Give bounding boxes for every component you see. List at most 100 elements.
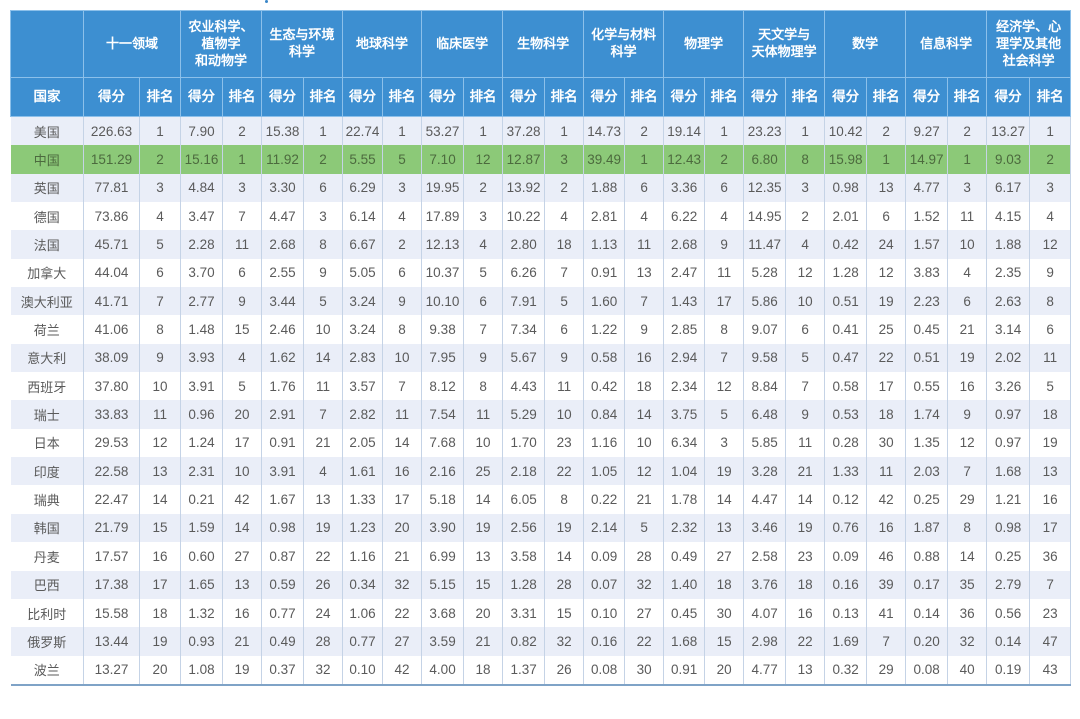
score-cell: 5.28	[743, 258, 787, 288]
rank-cell: 13	[704, 513, 745, 543]
score-cell: 2.47	[663, 258, 706, 288]
score-cell: 4.47	[743, 485, 787, 514]
score-cell: 2.03	[905, 457, 949, 486]
rank-cell: 18	[463, 655, 504, 686]
country-cell: 瑞士	[10, 400, 84, 429]
rank-cell: 22	[624, 627, 665, 656]
score-cell: 1.60	[583, 287, 626, 316]
rank-cell: 8	[544, 485, 585, 514]
score-cell: 5.86	[743, 287, 787, 316]
rank-cell: 3	[222, 173, 263, 203]
rank-cell: 23	[785, 542, 826, 571]
score-cell: 10.10	[421, 287, 465, 316]
country-cell: 俄罗斯	[10, 627, 84, 656]
score-cell: 9.27	[905, 116, 949, 146]
country-cell: 印度	[10, 457, 84, 486]
category-header: 信息科学	[905, 10, 988, 78]
rank-cell: 4	[222, 343, 263, 373]
rank-cell: 7	[544, 258, 585, 288]
score-cell: 3.93	[180, 343, 224, 373]
score-cell: 0.20	[905, 627, 949, 656]
rank-cell: 19	[785, 513, 826, 543]
score-cell: 0.13	[824, 598, 868, 628]
score-cell: 17.38	[83, 570, 140, 599]
category-header: 物理学	[663, 10, 745, 78]
rank-cell: 2	[544, 173, 585, 203]
score-cell: 1.05	[583, 457, 626, 486]
corner-cell	[10, 10, 84, 78]
rank-cell: 42	[866, 485, 907, 514]
rank-cell: 4	[382, 202, 423, 231]
score-cell: 0.41	[824, 315, 868, 344]
score-cell: 0.96	[180, 400, 224, 429]
score-cell: 1.35	[905, 428, 949, 458]
score-cell: 3.91	[261, 457, 305, 486]
rank-cell: 11	[1029, 343, 1072, 373]
rank-cell: 18	[866, 400, 907, 429]
top-edge-mark	[265, 0, 268, 3]
score-cell: 15.38	[261, 116, 305, 146]
score-cell: 0.08	[905, 655, 949, 686]
score-cell: 6.05	[502, 485, 546, 514]
score-cell: 12.43	[663, 145, 706, 174]
rank-cell: 6	[704, 173, 745, 203]
rank-cell: 20	[222, 400, 263, 429]
rank-cell: 11	[544, 372, 585, 401]
rank-cell: 29	[866, 655, 907, 686]
rank-cell: 11	[624, 230, 665, 259]
score-cell: 7.90	[180, 116, 224, 146]
rank-cell: 19	[544, 513, 585, 543]
rank-cell: 12	[704, 372, 745, 401]
score-cell: 13.27	[986, 116, 1031, 146]
rank-cell: 11	[463, 400, 504, 429]
rank-cell: 23	[544, 428, 585, 458]
score-cell: 1.87	[905, 513, 949, 543]
rank-cell: 3	[303, 202, 344, 231]
score-cell: 0.51	[905, 343, 949, 373]
score-cell: 0.58	[583, 343, 626, 373]
score-cell: 7.10	[421, 145, 465, 174]
score-cell: 1.16	[583, 428, 626, 458]
rank-cell: 2	[303, 145, 344, 174]
category-header: 临床医学	[421, 10, 504, 78]
rank-cell: 1	[947, 145, 988, 174]
rank-cell: 6	[785, 315, 826, 344]
score-cell: 1.04	[663, 457, 706, 486]
score-cell: 2.16	[421, 457, 465, 486]
score-cell: 10.42	[824, 116, 868, 146]
table-row: 荷兰 41.06 8 1.48 15 2.46 10 3.24 8 9.38 7 7.34 6 1.22 9…	[10, 315, 1072, 344]
score-cell: 41.71	[83, 287, 140, 316]
rank-cell: 13	[303, 485, 344, 514]
rank-column-header: 排名	[947, 77, 988, 117]
rank-cell: 39	[866, 570, 907, 599]
rank-cell: 22	[382, 598, 423, 628]
score-column-header: 得分	[421, 77, 465, 117]
rank-column-header: 排名	[866, 77, 907, 117]
score-cell: 13.44	[83, 627, 140, 656]
rank-cell: 5	[624, 513, 665, 543]
score-cell: 1.61	[342, 457, 384, 486]
rank-cell: 21	[785, 457, 826, 486]
score-cell: 2.23	[905, 287, 949, 316]
score-cell: 21.79	[83, 513, 140, 543]
score-cell: 0.98	[986, 513, 1031, 543]
score-cell: 3.14	[986, 315, 1031, 344]
score-cell: 12.87	[502, 145, 546, 174]
score-cell: 0.22	[583, 485, 626, 514]
rank-cell: 26	[303, 570, 344, 599]
score-cell: 1.33	[824, 457, 868, 486]
rank-cell: 7	[866, 627, 907, 656]
rank-cell: 7	[303, 400, 344, 429]
score-cell: 0.97	[986, 428, 1031, 458]
score-cell: 38.09	[83, 343, 140, 373]
rank-cell: 5	[1029, 372, 1072, 401]
rank-cell: 4	[303, 457, 344, 486]
rank-column-header: 排名	[222, 77, 263, 117]
score-cell: 9.38	[421, 315, 465, 344]
score-cell: 2.34	[663, 372, 706, 401]
rank-cell: 30	[624, 655, 665, 686]
rank-cell: 21	[624, 485, 665, 514]
rank-cell: 8	[704, 315, 745, 344]
score-cell: 0.59	[261, 570, 305, 599]
score-cell: 0.91	[261, 428, 305, 458]
